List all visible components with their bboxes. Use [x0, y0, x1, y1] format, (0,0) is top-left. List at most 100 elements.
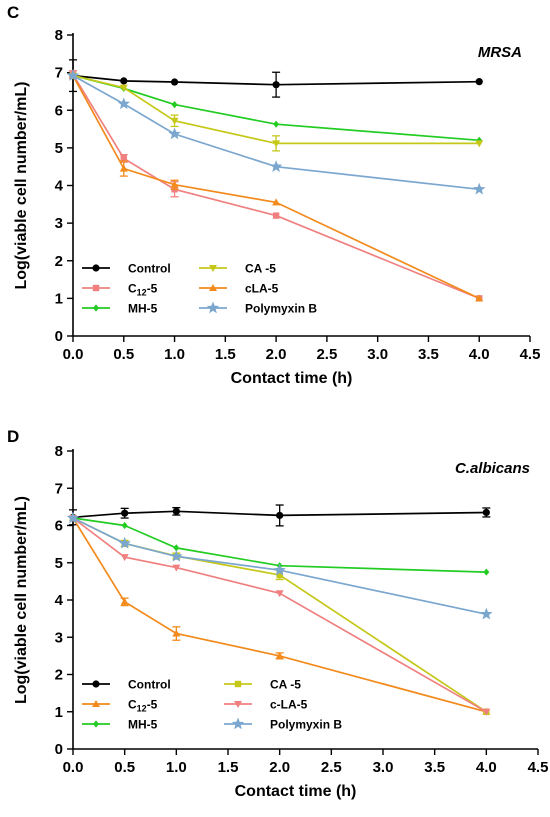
- data-point: [480, 607, 493, 620]
- y-tick-label: 0: [55, 328, 63, 345]
- series-polymyxin-b: [66, 69, 486, 195]
- data-point: [272, 212, 280, 219]
- legend-item: Control: [82, 262, 171, 276]
- data-point: [172, 507, 180, 515]
- y-tick-label: 4: [55, 178, 64, 195]
- series-polymyxin-b: [66, 511, 493, 620]
- data-point: [272, 198, 281, 206]
- legend-label: Polymyxin B: [270, 718, 342, 732]
- legend-item: CA -5: [224, 678, 301, 692]
- legend-label: c-LA-5: [270, 698, 308, 712]
- data-point: [273, 563, 286, 576]
- legend-item: c-LA-5: [224, 698, 308, 712]
- x-tick-label: 1.5: [215, 346, 236, 363]
- data-point: [276, 511, 284, 520]
- x-tick-label: 3.5: [424, 759, 445, 776]
- legend-label-main: C: [128, 282, 137, 296]
- legend-item: CA -5: [199, 262, 276, 276]
- data-point: [272, 140, 281, 148]
- legend-label: Control: [128, 678, 171, 692]
- data-point: [120, 155, 127, 162]
- data-point: [269, 160, 283, 172]
- data-point: [172, 629, 181, 637]
- legend-label: C12-5: [128, 698, 158, 714]
- x-axis-title: Contact time (h): [231, 370, 353, 387]
- y-tick-label: 6: [55, 102, 63, 119]
- data-point: [168, 127, 181, 140]
- legend-swatch-marker: [206, 301, 220, 314]
- data-point: [66, 69, 80, 81]
- legend-label: Control: [128, 262, 171, 276]
- legend-label-main: CA -5: [270, 678, 301, 692]
- legend-label-main: MH-5: [128, 302, 158, 316]
- data-point: [170, 117, 179, 125]
- legend-swatch-marker: [92, 264, 100, 272]
- y-axis-title: Log(viable cell number/mL): [13, 496, 30, 704]
- data-point: [171, 101, 178, 109]
- data-point: [275, 651, 284, 659]
- data-point: [120, 597, 129, 605]
- y-tick-label: 3: [55, 629, 63, 646]
- y-tick-label: 0: [55, 741, 63, 758]
- data-point: [66, 511, 80, 524]
- data-point: [170, 180, 179, 188]
- legend-label-main: Polymyxin B: [270, 718, 342, 732]
- legend-swatch-marker: [234, 680, 242, 688]
- y-tick-label: 1: [55, 704, 63, 721]
- y-tick-label: 5: [55, 140, 63, 157]
- x-tick-label: 2.0: [266, 346, 287, 363]
- legend-label-subscript: 12: [137, 288, 147, 298]
- legend-label-main: Polymyxin B: [245, 302, 317, 316]
- x-tick-label: 1.5: [218, 759, 239, 776]
- data-point: [482, 508, 490, 517]
- y-axis-title: Log(viable cell number/mL): [13, 81, 30, 289]
- x-tick-label: 2.0: [269, 759, 290, 776]
- y-tick-label: 2: [55, 667, 63, 684]
- x-tick-label: 4.0: [469, 346, 490, 363]
- x-tick-label: 0.5: [114, 759, 135, 776]
- data-point: [273, 120, 280, 128]
- y-tick-label: 1: [55, 290, 63, 307]
- data-point: [117, 97, 130, 110]
- panel-label: D: [7, 427, 19, 446]
- data-point: [276, 571, 283, 579]
- y-tick-label: 7: [55, 65, 63, 82]
- data-point: [120, 77, 128, 85]
- x-tick-label: 2.5: [316, 346, 337, 363]
- data-point: [118, 536, 131, 549]
- legend-label-rest: -5: [147, 698, 158, 712]
- legend-swatch-marker: [234, 701, 242, 708]
- data-point: [121, 521, 128, 530]
- legend-item: cLA-5: [199, 282, 279, 296]
- legend-item: Polymyxin B: [224, 717, 342, 732]
- legend-swatch-marker: [93, 720, 99, 728]
- x-tick-label: 0.0: [63, 346, 84, 363]
- y-tick-label: 4: [55, 592, 64, 609]
- legend-item: Control: [82, 678, 171, 692]
- x-tick-label: 3.5: [418, 346, 439, 363]
- legend-swatch-marker: [209, 265, 217, 272]
- legend-swatch-marker: [92, 284, 100, 292]
- y-tick-label: 7: [55, 480, 63, 497]
- data-point: [119, 164, 128, 172]
- legend-label-main: cLA-5: [245, 282, 279, 296]
- legend-label: C12-5: [128, 282, 158, 298]
- y-tick-label: 3: [55, 215, 63, 232]
- y-tick-label: 6: [55, 518, 63, 535]
- legend-label: CA -5: [270, 678, 301, 692]
- data-point: [482, 708, 491, 716]
- legend-item: Polymyxin B: [199, 301, 317, 316]
- x-tick-label: 4.5: [520, 346, 541, 363]
- y-tick-label: 5: [55, 555, 63, 572]
- legend-swatch-marker: [92, 680, 100, 688]
- data-point: [120, 554, 129, 562]
- data-point: [475, 140, 484, 148]
- organism-label: MRSA: [478, 44, 522, 61]
- legend-label-rest: -5: [147, 282, 158, 296]
- data-point: [275, 590, 284, 598]
- legend-label-subscript: 12: [137, 704, 147, 714]
- x-tick-label: 3.0: [367, 346, 388, 363]
- legend-item: MH-5: [82, 302, 158, 316]
- legend-item: C12-5: [82, 282, 158, 298]
